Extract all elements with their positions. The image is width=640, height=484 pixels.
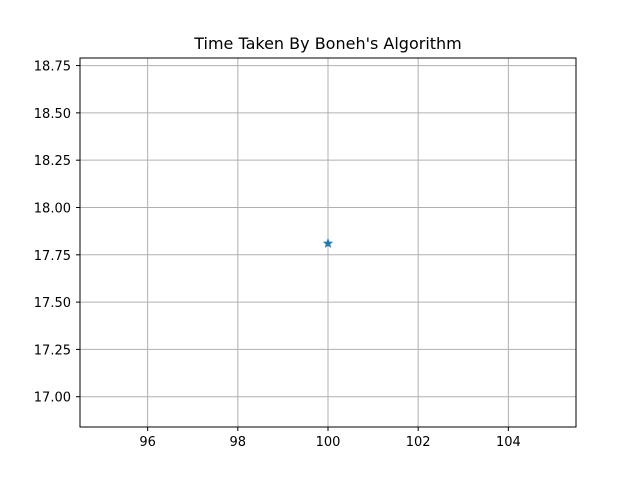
x-tick-label: 96 [139,435,156,450]
axis-layer: 96 98 100 102 104 17.00 17.25 17.50 17.75 18.00 18… [34,60,521,450]
x-tick-label: 104 [496,435,521,450]
chart-title: Time Taken By Boneh's Algorithm [193,34,462,53]
x-tick-label: 102 [406,435,431,450]
x-tick-label: 100 [316,435,341,450]
y-tick-label: 17.00 [34,391,71,406]
x-tick-label: 98 [230,435,247,450]
data-layer [322,237,334,248]
y-tick-label: 18.50 [34,107,71,122]
y-tick-label: 18.00 [34,201,71,216]
grid-layer [80,58,576,427]
y-tick-label: 17.25 [34,343,71,358]
y-tick-label: 17.50 [34,296,71,311]
y-tick-label: 18.75 [34,60,71,75]
y-tick-label: 17.75 [34,249,71,264]
data-point-star [322,237,334,248]
y-tick-label: 18.25 [34,154,71,169]
